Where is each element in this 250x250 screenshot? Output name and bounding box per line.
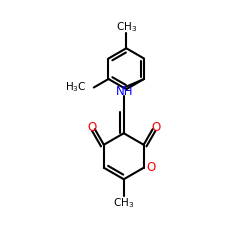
Text: H$_3$C: H$_3$C [65,80,86,94]
Text: NH: NH [116,85,133,98]
Text: O: O [151,122,160,134]
Text: O: O [146,161,155,174]
Text: CH$_3$: CH$_3$ [113,196,134,210]
Text: O: O [87,122,97,134]
Text: CH$_3$: CH$_3$ [116,20,137,34]
